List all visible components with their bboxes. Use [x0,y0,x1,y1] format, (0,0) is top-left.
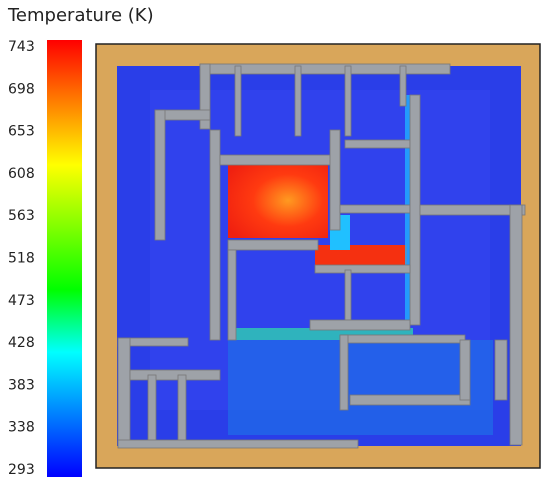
y-tick-label: 653 [8,124,35,140]
y-tick-label: 608 [8,166,35,182]
y-tick-label: 563 [8,208,35,224]
hot-room [228,163,328,238]
y-tick-label: 428 [8,335,35,351]
y-tick-label: 743 [8,39,35,55]
y-tick-label: 338 [8,420,35,436]
y-tick-label: 698 [8,81,35,97]
chart-title: Temperature (K) [7,5,154,26]
hot-corridor [315,245,407,265]
y-tick-label: 518 [8,251,35,267]
y-tick-label: 293 [8,462,35,478]
y-tick-label: 473 [8,293,35,309]
floor-plan [95,43,541,469]
y-tick-label: 383 [8,377,35,393]
walls [117,63,526,449]
colorbar [47,40,82,477]
warm-zone [228,340,493,435]
